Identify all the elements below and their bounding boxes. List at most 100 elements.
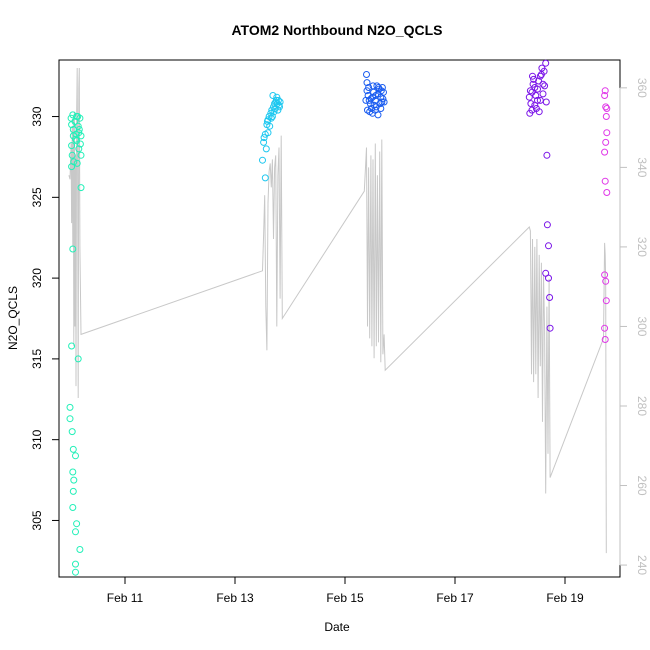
y-tick-label: 320 [30,268,44,288]
data-point [260,134,268,142]
y-tick-label: 310 [30,429,44,449]
secondary-y-axis: 240 260 280 300 320 340 360 [619,78,649,575]
data-point [270,108,278,116]
data-point [526,87,534,95]
data-point [68,142,76,150]
data-point [526,109,534,117]
data-point [365,84,373,91]
data-point [363,79,371,87]
data-point [76,114,84,122]
x-tick-label: Feb 13 [216,591,254,605]
data-point [66,415,74,423]
data-point [69,245,77,253]
data-point [76,546,84,553]
data-point [68,342,76,350]
data-point [602,277,610,285]
data-point [261,174,269,182]
y2-tick-label: 260 [635,476,649,496]
data-point [601,336,609,343]
data-point [543,151,551,159]
data-point [274,96,282,104]
data-point [529,72,536,80]
data-point [371,96,379,104]
data-point [377,105,385,112]
data-point [72,452,79,460]
y-tick-label: 325 [30,187,44,207]
data-point [367,95,375,103]
data-point [71,117,79,125]
x-axis: Feb 11 Feb 13 Feb 15 Feb 17 Feb 19 [107,576,584,605]
data-point [363,71,370,78]
secondary-series-polyline [68,67,607,554]
data-point [545,242,552,250]
data-point [601,92,609,99]
x-tick-label: Feb 19 [546,591,584,605]
y2-tick-label: 240 [635,555,649,575]
data-point [543,221,551,229]
data-point [542,59,550,67]
data-point [602,113,610,120]
y2-tick-label: 280 [635,396,649,416]
data-point [68,428,76,436]
data-point [70,158,78,166]
data-point [377,87,385,95]
data-point [73,520,81,528]
data-point [601,87,609,95]
data-point [527,100,535,108]
data-point [380,98,388,106]
data-point [72,528,79,536]
data-point [69,487,77,495]
data-point [601,324,609,332]
data-point [73,137,81,145]
data-point [546,324,554,332]
data-point [531,101,539,109]
data-point [68,151,76,159]
data-point [364,106,371,114]
data-point [66,403,74,411]
y2-tick-label: 300 [635,316,649,336]
data-point [72,568,79,576]
x-axis-label: Date [324,620,350,634]
data-point [539,90,547,98]
data-point [545,274,552,282]
data-point [74,355,82,363]
x-tick-label: Feb 15 [326,591,364,605]
data-point [546,294,554,301]
data-point [603,189,611,196]
data-point [72,135,79,143]
data-point [77,132,85,140]
scatter-points [66,59,611,576]
y-axis-label: N2O_QCLS [6,286,20,350]
data-point [273,100,281,108]
data-point [72,130,80,138]
data-point [541,82,549,90]
data-point [74,122,82,130]
data-point [376,100,384,108]
data-point [378,84,386,91]
data-point [530,75,538,83]
data-point [537,71,545,78]
data-point [536,72,544,80]
data-point [259,156,266,164]
y-tick-label: 305 [30,510,44,530]
data-point [542,98,550,106]
x-tick-label: Feb 11 [107,591,144,605]
data-point [601,271,609,279]
y2-tick-label: 360 [635,78,649,98]
data-point [372,92,380,99]
data-point [535,108,543,116]
data-point [70,476,78,484]
data-point [532,92,540,99]
data-point [602,297,610,305]
data-point [601,148,609,156]
data-point [602,138,610,146]
data-point [75,145,83,153]
data-point [539,80,547,88]
data-point [601,177,609,185]
data-point [69,111,77,119]
data-point [268,113,276,120]
data-point [72,560,79,568]
data-point [262,145,270,153]
data-point [260,138,268,146]
data-point [69,468,77,476]
